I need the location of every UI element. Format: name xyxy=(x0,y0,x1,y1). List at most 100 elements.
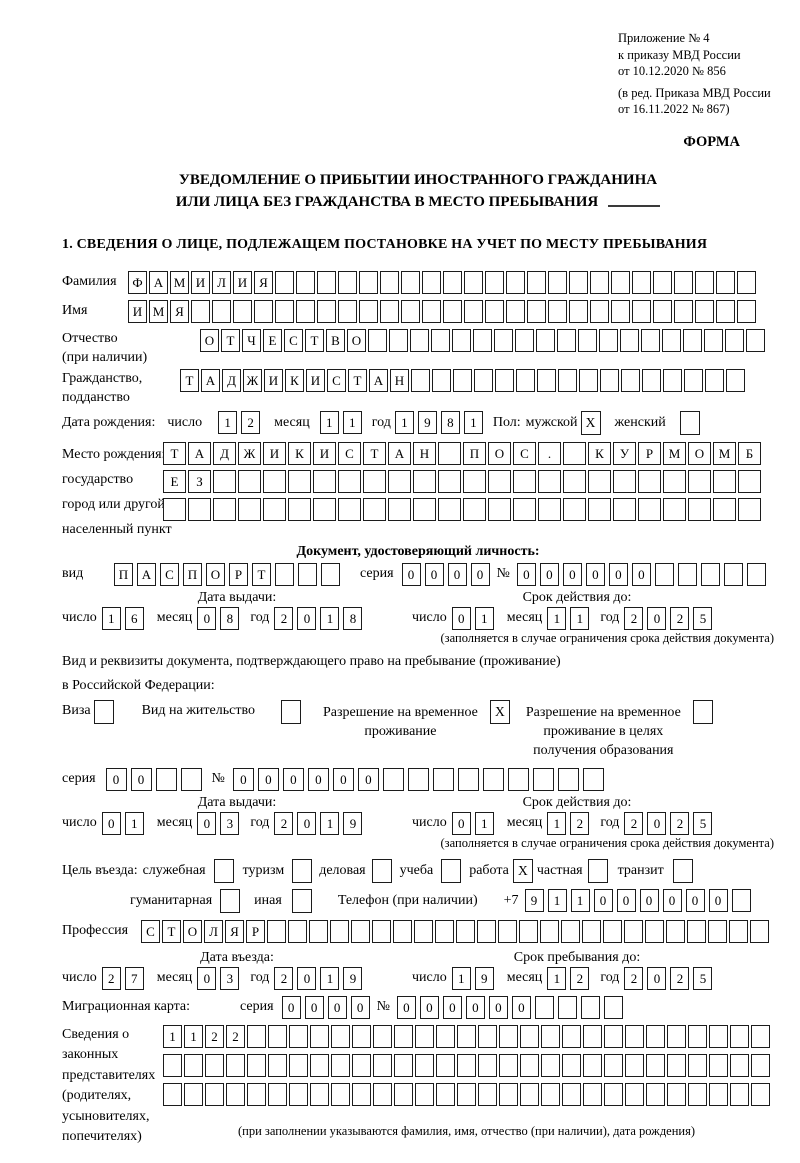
form-cell[interactable]: С xyxy=(141,919,160,943)
form-cell[interactable]: 0 xyxy=(516,562,536,586)
form-cell[interactable] xyxy=(674,270,693,294)
form-cell[interactable]: 0 xyxy=(616,889,636,912)
form-cell[interactable] xyxy=(667,1082,686,1106)
form-cell[interactable] xyxy=(506,299,525,323)
form-cell[interactable] xyxy=(331,1024,350,1048)
residence-permit-checkbox[interactable] xyxy=(280,699,301,724)
form-cell[interactable] xyxy=(641,328,660,352)
form-cell[interactable]: 0 xyxy=(282,767,304,791)
form-cell[interactable] xyxy=(611,299,630,323)
form-cell[interactable] xyxy=(288,497,311,521)
form-cell[interactable]: 2 xyxy=(274,966,294,990)
form-cell[interactable]: П xyxy=(114,562,133,586)
form-cell[interactable]: 9 xyxy=(343,966,363,990)
form-cell[interactable] xyxy=(313,469,336,493)
form-cell[interactable]: В xyxy=(326,328,345,352)
form-cell[interactable] xyxy=(562,1024,581,1048)
form-cell[interactable] xyxy=(163,1082,182,1106)
form-cell[interactable] xyxy=(538,497,561,521)
form-cell[interactable] xyxy=(583,1053,602,1077)
form-cell[interactable] xyxy=(704,328,723,352)
form-cell[interactable] xyxy=(238,469,261,493)
form-cell[interactable]: 1 xyxy=(319,411,339,434)
form-cell[interactable]: 0 xyxy=(297,811,317,835)
form-cell[interactable] xyxy=(667,1053,686,1077)
form-cell[interactable] xyxy=(537,368,556,392)
form-cell[interactable] xyxy=(205,1053,224,1077)
form-cell[interactable] xyxy=(188,497,211,521)
form-cell[interactable] xyxy=(289,1082,308,1106)
form-cell[interactable]: М xyxy=(663,441,686,465)
form-cell[interactable]: Р xyxy=(229,562,248,586)
form-cell[interactable] xyxy=(457,1082,476,1106)
form-cell[interactable] xyxy=(642,368,661,392)
form-cell[interactable] xyxy=(541,1024,560,1048)
form-cell[interactable] xyxy=(247,1082,266,1106)
form-cell[interactable] xyxy=(653,270,672,294)
form-cell[interactable] xyxy=(499,1024,518,1048)
form-cell[interactable] xyxy=(289,1024,308,1048)
form-cell[interactable]: Б xyxy=(738,441,761,465)
form-cell[interactable]: 0 xyxy=(232,767,254,791)
form-cell[interactable] xyxy=(247,1024,266,1048)
form-cell[interactable]: К xyxy=(588,441,611,465)
form-cell[interactable]: 0 xyxy=(197,606,217,630)
form-cell[interactable]: З xyxy=(188,469,211,493)
form-cell[interactable] xyxy=(368,328,387,352)
form-cell[interactable]: О xyxy=(183,919,202,943)
form-cell[interactable] xyxy=(687,919,706,943)
form-cell[interactable]: 1 xyxy=(320,606,340,630)
form-cell[interactable]: И xyxy=(233,270,252,294)
sex-female-checkbox[interactable] xyxy=(679,410,700,435)
form-cell[interactable]: Я xyxy=(170,299,189,323)
form-cell[interactable]: 1 xyxy=(320,811,340,835)
form-cell[interactable] xyxy=(548,299,567,323)
form-cell[interactable] xyxy=(730,1053,749,1077)
form-cell[interactable]: 1 xyxy=(547,811,567,835)
form-cell[interactable]: 0 xyxy=(350,995,370,1019)
form-cell[interactable]: А xyxy=(369,368,388,392)
form-cell[interactable]: И xyxy=(191,270,210,294)
form-cell[interactable] xyxy=(436,1053,455,1077)
form-cell[interactable] xyxy=(534,995,554,1019)
form-cell[interactable] xyxy=(583,1024,602,1048)
form-cell[interactable]: О xyxy=(200,328,219,352)
form-cell[interactable] xyxy=(563,469,586,493)
form-cell[interactable]: Я xyxy=(254,270,273,294)
form-cell[interactable]: 9 xyxy=(524,889,544,912)
form-cell[interactable] xyxy=(352,1053,371,1077)
form-cell[interactable] xyxy=(611,270,630,294)
form-cell[interactable] xyxy=(268,1024,287,1048)
form-cell[interactable] xyxy=(729,919,748,943)
form-cell[interactable]: Н xyxy=(390,368,409,392)
form-cell[interactable] xyxy=(422,299,441,323)
form-cell[interactable] xyxy=(709,1082,728,1106)
form-cell[interactable]: 0 xyxy=(357,767,379,791)
form-cell[interactable]: 1 xyxy=(184,1024,203,1048)
purpose-humanitarian-checkbox[interactable] xyxy=(220,888,241,913)
purpose-study-checkbox[interactable] xyxy=(441,858,462,883)
form-cell[interactable] xyxy=(432,767,454,791)
form-cell[interactable] xyxy=(638,469,661,493)
form-cell[interactable] xyxy=(372,919,391,943)
form-cell[interactable] xyxy=(321,562,340,586)
form-cell[interactable] xyxy=(563,497,586,521)
form-cell[interactable] xyxy=(310,1082,329,1106)
form-cell[interactable]: Р xyxy=(246,919,265,943)
form-cell[interactable] xyxy=(716,299,735,323)
form-cell[interactable]: И xyxy=(263,441,286,465)
form-cell[interactable] xyxy=(477,919,496,943)
form-cell[interactable]: 0 xyxy=(451,811,471,835)
form-cell[interactable] xyxy=(713,497,736,521)
form-cell[interactable]: 0 xyxy=(332,767,354,791)
form-cell[interactable]: 2 xyxy=(226,1024,245,1048)
form-cell[interactable] xyxy=(499,1082,518,1106)
form-cell[interactable] xyxy=(415,1024,434,1048)
form-cell[interactable] xyxy=(288,469,311,493)
form-cell[interactable]: Р xyxy=(638,441,661,465)
form-cell[interactable] xyxy=(604,1024,623,1048)
